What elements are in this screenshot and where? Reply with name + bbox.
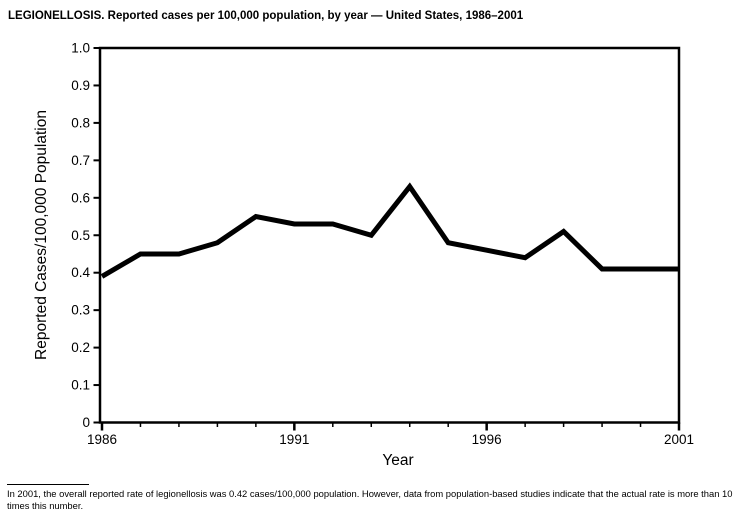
y-tick-label: 0.3 [71,303,90,318]
y-tick-label: 0.5 [71,228,90,243]
y-tick-label: 0.7 [71,153,90,168]
line-chart: 0 0.1 0.2 0.3 0.4 0.5 0.6 0.7 0.8 0.9 1.0 1986 1991 1… [33,41,694,470]
y-tick-label: 0.2 [71,340,90,355]
y-tick-label: 0.1 [71,378,90,393]
y-tick-label: 1.0 [71,41,90,56]
footnote-rule [7,484,89,485]
x-tick-label: 2001 [664,432,694,447]
footnote-text: In 2001, the overall reported rate of le… [7,488,733,512]
chart-title: LEGIONELLOSIS. Reported cases per 100,00… [8,10,524,22]
data-line [100,182,679,279]
plot-frame [98,46,681,424]
x-tick-label: 1986 [87,432,117,447]
x-tick-label: 1996 [472,432,502,447]
x-tick-label: 1991 [279,432,309,447]
y-tick-label: 0 [82,415,90,430]
y-axis-title: Reported Cases/100,000 Population [33,110,50,360]
y-tick-label: 0.6 [71,190,90,205]
y-tick-label: 0.9 [71,78,90,93]
x-axis-title: Year [382,452,413,469]
y-tick-label: 0.8 [71,115,90,130]
y-tick-label: 0.4 [71,265,90,280]
footnote: In 2001, the overall reported rate of le… [7,484,746,512]
